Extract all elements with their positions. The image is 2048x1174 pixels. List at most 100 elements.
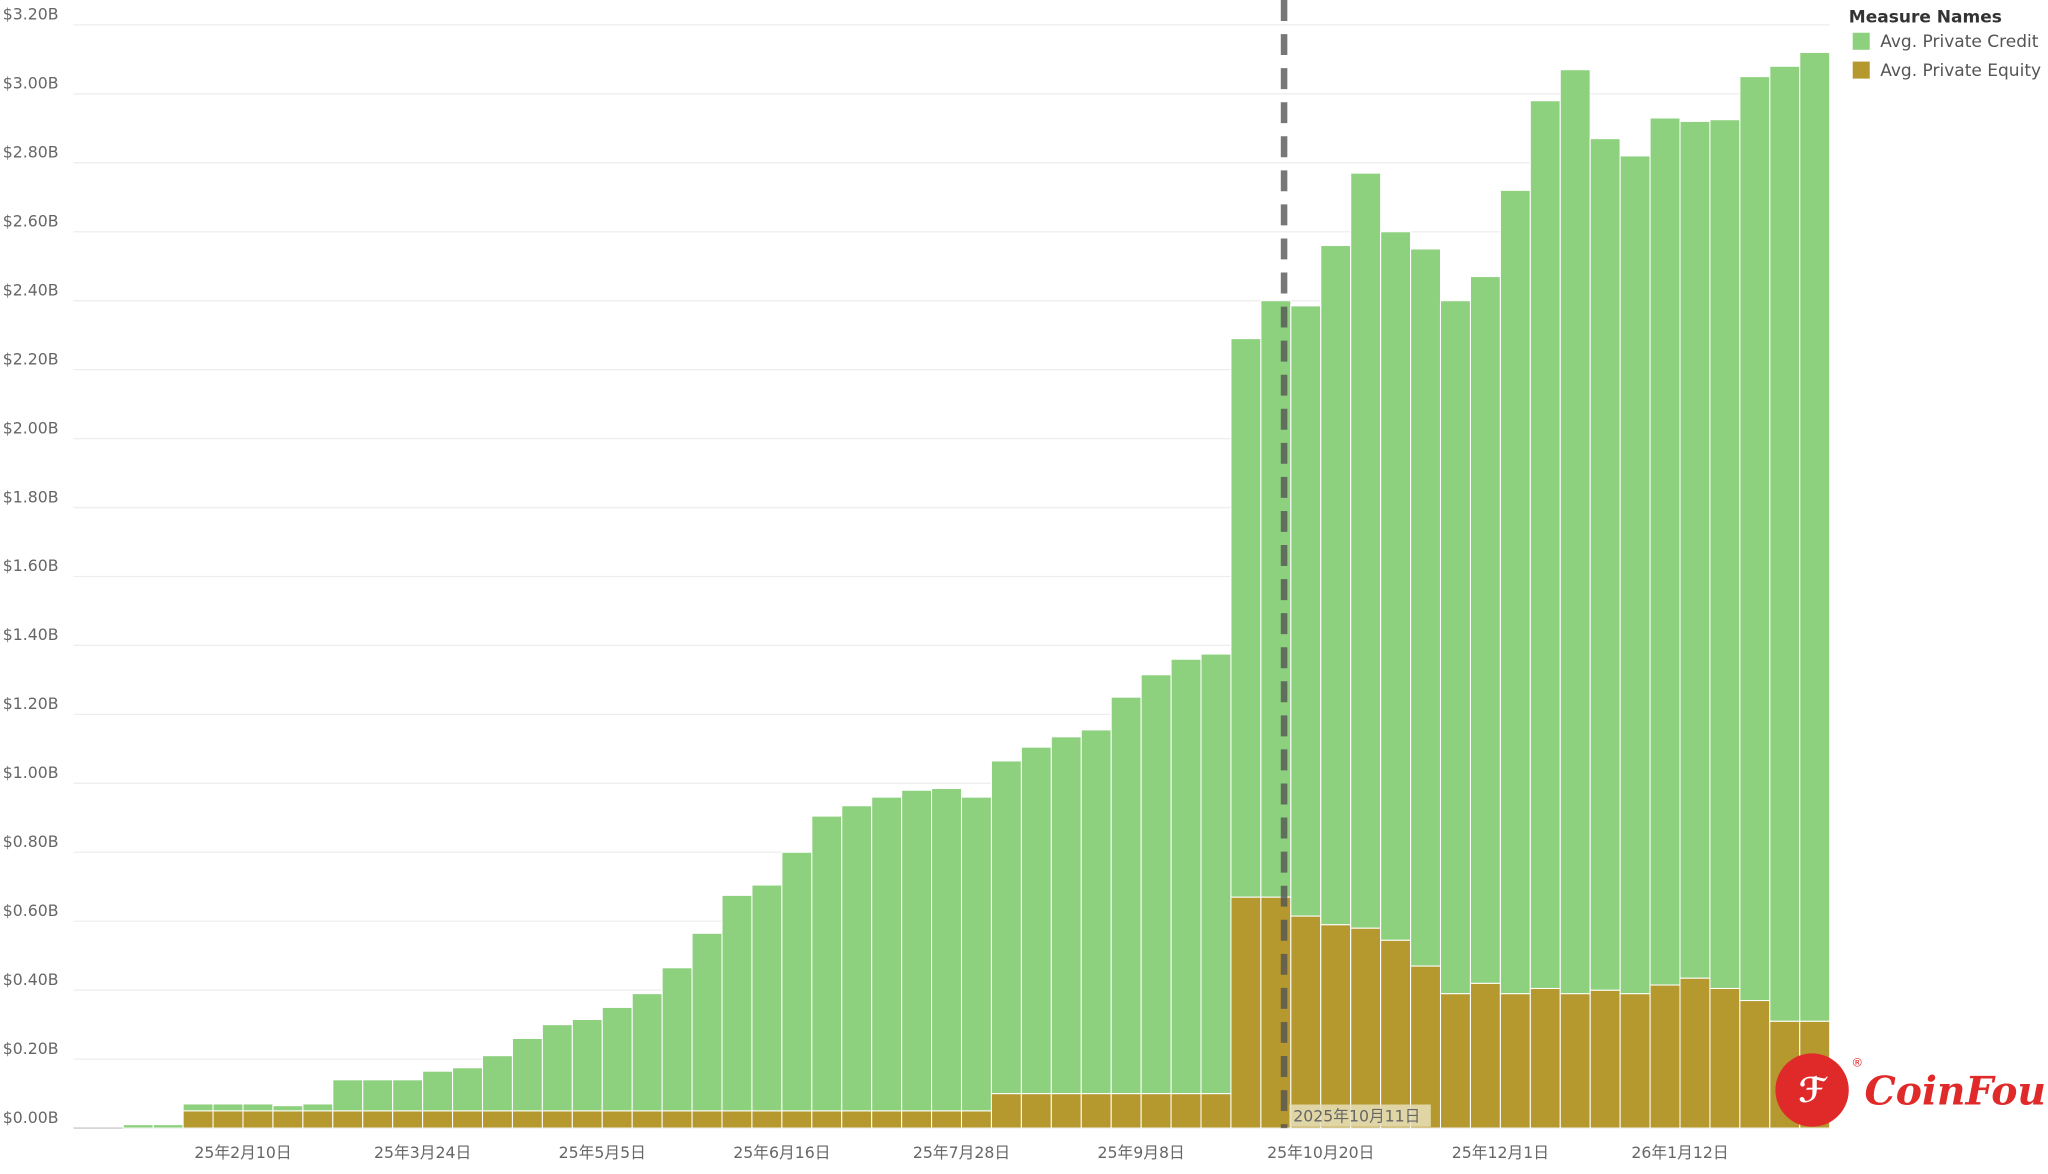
bar: [781, 1110, 813, 1129]
bar: [990, 760, 1022, 1095]
y-tick-label: $0.60B: [3, 901, 59, 920]
y-tick-label: $2.00B: [3, 418, 59, 437]
bar: [182, 1103, 214, 1112]
logo-icon: [1775, 1053, 1849, 1127]
bar: [1439, 300, 1471, 995]
bar: [242, 1103, 274, 1112]
bar: [1529, 100, 1561, 989]
bar: [1290, 915, 1322, 1129]
y-tick-label: $1.40B: [3, 625, 59, 644]
bar: [901, 1110, 933, 1129]
bar: [1679, 120, 1711, 979]
bar: [901, 789, 933, 1112]
bar: [362, 1079, 394, 1112]
y-tick-label: $1.20B: [3, 694, 59, 713]
bar: [1230, 896, 1262, 1129]
legend-label: Avg. Private Credit: [1880, 32, 2039, 52]
bar: [1140, 1093, 1172, 1129]
bar: [1110, 696, 1142, 1095]
bar: [212, 1110, 244, 1129]
bar: [362, 1110, 394, 1129]
bar: [1380, 231, 1412, 941]
bar: [511, 1110, 543, 1129]
bar: [452, 1110, 484, 1129]
bar: [272, 1110, 304, 1129]
x-tick-label: 25年7月28日: [913, 1143, 1010, 1162]
bar: [1410, 248, 1442, 967]
bar: [631, 993, 663, 1112]
y-tick-label: $2.80B: [3, 143, 59, 162]
bar: [1080, 729, 1112, 1095]
bar: [1559, 69, 1591, 995]
bar: [302, 1110, 334, 1129]
bar: [1649, 984, 1681, 1129]
bar: [1769, 65, 1801, 1022]
y-tick-label: $3.00B: [3, 74, 59, 93]
bar: [601, 1006, 633, 1112]
bar: [422, 1070, 454, 1112]
bar: [1200, 653, 1232, 1095]
bar: [571, 1110, 603, 1129]
x-tick-label: 25年5月5日: [559, 1143, 646, 1162]
bar: [392, 1110, 424, 1129]
bar: [691, 932, 723, 1112]
x-tick-label: 25年3月24日: [374, 1143, 471, 1162]
y-tick-label: $2.20B: [3, 349, 59, 368]
x-tick-label: 25年2月10日: [194, 1143, 291, 1162]
y-tick-label: $0.20B: [3, 1039, 59, 1058]
y-tick-label: $2.60B: [3, 211, 59, 230]
bar: [242, 1110, 274, 1129]
bar: [212, 1103, 244, 1112]
reference-label: 2025年10月11日: [1293, 1107, 1420, 1126]
bar: [1739, 999, 1771, 1129]
bar: [1020, 746, 1052, 1095]
bar: [1469, 982, 1501, 1129]
logo-glyph: ℱ: [1798, 1071, 1828, 1111]
y-tick-label: $1.60B: [3, 556, 59, 575]
bar: [811, 1110, 843, 1129]
bar: [541, 1110, 573, 1129]
bar: [1739, 76, 1771, 1002]
bar: [781, 851, 813, 1112]
bar: [1170, 1093, 1202, 1129]
bar: [1469, 276, 1501, 984]
bar: [392, 1079, 424, 1112]
bar: [1110, 1093, 1142, 1129]
bar: [302, 1103, 334, 1112]
bar: [721, 1110, 753, 1129]
bar: [661, 1110, 693, 1129]
bar: [960, 796, 992, 1112]
bar: [1380, 939, 1412, 1129]
bar: [661, 967, 693, 1112]
bar: [1020, 1093, 1052, 1129]
bar: [601, 1110, 633, 1129]
bar: [1050, 1093, 1082, 1129]
y-tick-label: $1.00B: [3, 763, 59, 782]
y-tick-label: $0.40B: [3, 970, 59, 989]
bar: [1559, 993, 1591, 1129]
bar: [182, 1110, 214, 1129]
legend-swatch: [1852, 61, 1870, 79]
bar: [332, 1079, 364, 1112]
bar: [1140, 674, 1172, 1095]
bar: [1050, 736, 1082, 1095]
bar: [871, 1110, 903, 1129]
bar: [1529, 987, 1561, 1129]
y-tick-label: $0.00B: [3, 1108, 59, 1127]
bar: [1230, 338, 1262, 898]
x-tick-label: 25年10月20日: [1267, 1143, 1374, 1162]
bar: [931, 787, 963, 1112]
y-tick-label: $1.80B: [3, 487, 59, 506]
logo-text: CoinFound: [1864, 1068, 2048, 1114]
bar: [1619, 993, 1651, 1129]
bar: [1709, 987, 1741, 1129]
bar: [481, 1110, 513, 1129]
x-tick-label: 26年1月12日: [1631, 1143, 1728, 1162]
bar: [1350, 927, 1382, 1129]
bar: [571, 1018, 603, 1112]
bar: [751, 1110, 783, 1129]
bar: [422, 1110, 454, 1129]
bar: [1080, 1093, 1112, 1129]
bar: [152, 1124, 184, 1129]
